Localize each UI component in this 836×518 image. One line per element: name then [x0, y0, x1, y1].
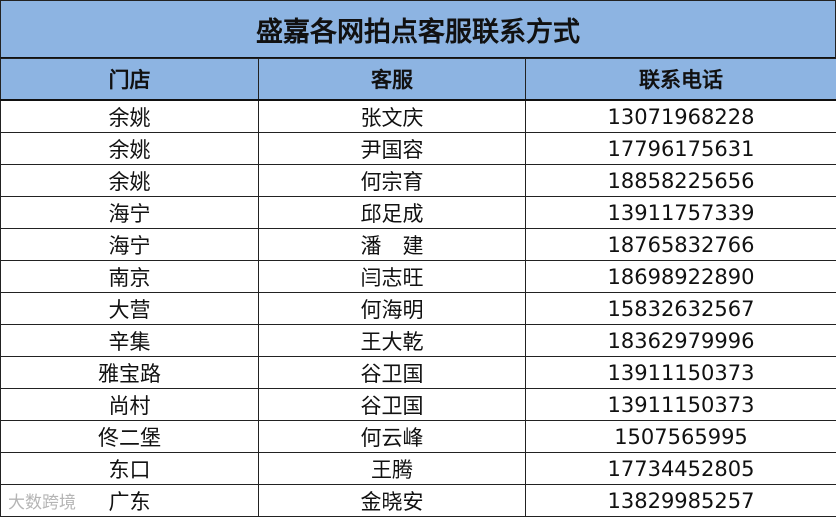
- table-row: 雅宝路 谷卫国 13911150373: [0, 356, 836, 389]
- service-cell: 何云峰: [258, 420, 526, 453]
- store-cell: 东口: [0, 452, 259, 485]
- service-cell: 何海明: [258, 292, 526, 325]
- store-cell: 尚村: [0, 388, 259, 421]
- service-cell: 何宗育: [258, 164, 526, 197]
- phone-cell: 18765832766: [525, 228, 836, 261]
- table-row: 余姚 张文庆 13071968228: [0, 99, 836, 133]
- contact-table: 门店 客服 联系电话 余姚 张文庆 13071968228 余姚 尹国容 17796175…: [0, 58, 836, 517]
- store-cell: 南京: [0, 260, 259, 293]
- store-cell: 辛集: [0, 324, 259, 357]
- sheet-title: 盛嘉各网拍点客服联系方式: [0, 0, 836, 59]
- store-cell: 佟二堡: [0, 420, 259, 453]
- store-cell: 大营: [0, 292, 259, 325]
- table-row: 东口 王腾 17734452805: [0, 452, 836, 485]
- phone-cell: 13911150373: [525, 388, 836, 421]
- table-row: 佟二堡 何云峰 1507565995: [0, 420, 836, 453]
- service-cell: 谷卫国: [258, 356, 526, 389]
- service-cell: 邱足成: [258, 196, 526, 229]
- service-cell: 潘 建: [258, 228, 526, 261]
- service-cell: 金晓安: [258, 484, 526, 517]
- phone-cell: 17734452805: [525, 452, 836, 485]
- service-cell: 王大乾: [258, 324, 526, 357]
- table-row: 余姚 何宗育 18858225656: [0, 164, 836, 197]
- header-service: 客服: [258, 58, 526, 101]
- service-cell: 尹国容: [258, 132, 526, 165]
- header-row: 门店 客服 联系电话: [0, 58, 836, 101]
- table-row: 广东 金晓安 13829985257: [0, 484, 836, 517]
- store-cell: 余姚: [0, 132, 259, 165]
- phone-cell: 13071968228: [525, 99, 836, 133]
- store-cell: 海宁: [0, 196, 259, 229]
- watermark: 大数跨境: [8, 493, 76, 513]
- table-row: 海宁 邱足成 13911757339: [0, 196, 836, 229]
- phone-cell: 17796175631: [525, 132, 836, 165]
- table-row: 尚村 谷卫国 13911150373: [0, 388, 836, 421]
- phone-cell: 18858225656: [525, 164, 836, 197]
- service-cell: 闫志旺: [258, 260, 526, 293]
- table-row: 余姚 尹国容 17796175631: [0, 132, 836, 165]
- store-cell: 雅宝路: [0, 356, 259, 389]
- header-store: 门店: [0, 58, 259, 101]
- table-row: 大营 何海明 15832632567: [0, 292, 836, 325]
- service-cell: 王腾: [258, 452, 526, 485]
- service-cell: 张文庆: [258, 99, 526, 133]
- store-cell: 海宁: [0, 228, 259, 261]
- service-cell: 谷卫国: [258, 388, 526, 421]
- phone-cell: 18362979996: [525, 324, 836, 357]
- phone-cell: 13829985257: [525, 484, 836, 517]
- phone-cell: 13911150373: [525, 356, 836, 389]
- phone-cell: 15832632567: [525, 292, 836, 325]
- table-row: 辛集 王大乾 18362979996: [0, 324, 836, 357]
- store-cell: 余姚: [0, 99, 259, 133]
- header-phone: 联系电话: [525, 58, 836, 101]
- store-cell: 余姚: [0, 164, 259, 197]
- table-row: 南京 闫志旺 18698922890: [0, 260, 836, 293]
- phone-cell: 18698922890: [525, 260, 836, 293]
- phone-cell: 1507565995: [525, 420, 836, 453]
- store-cell: 广东: [0, 484, 259, 517]
- phone-cell: 13911757339: [525, 196, 836, 229]
- table-row: 海宁潘 建 18765832766: [0, 228, 836, 261]
